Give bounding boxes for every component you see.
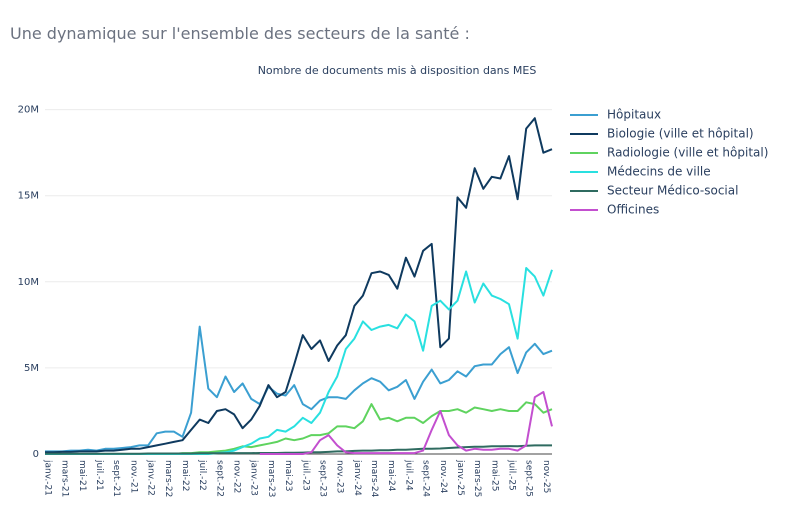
legend-label: Radiologie (ville et hôpital) [607, 146, 768, 160]
series-line [45, 444, 552, 455]
x-tick-label: mai-24 [386, 460, 396, 492]
x-tick-label: juil.-21 [94, 459, 104, 491]
x-tick-label: nov.-22 [232, 460, 242, 493]
x-tick-label: sept.-24 [421, 460, 431, 497]
x-tick-label: mars-24 [369, 460, 379, 498]
x-tick-label: sept.-25 [524, 460, 534, 497]
y-tick-label: 0 [33, 449, 39, 460]
x-tick-label: mars-23 [266, 460, 276, 497]
legend-label: Biologie (ville et hôpital) [607, 127, 754, 141]
x-tick-label: mai-22 [180, 460, 190, 491]
x-tick-label: juil.-22 [197, 459, 207, 491]
x-tick-label: janv.-21 [43, 459, 53, 496]
x-tick-label: mai-23 [283, 460, 293, 491]
x-tick-label: mars-25 [472, 460, 482, 497]
page-header: Une dynamique sur l'ensemble des secteur… [10, 24, 470, 43]
legend-label: Secteur Médico-social [607, 184, 738, 198]
x-tick-label: nov.-23 [335, 460, 345, 493]
chart-title: Nombre de documents mis à disposition da… [258, 64, 537, 77]
series-line [45, 267, 553, 455]
x-tick-label: mai-21 [77, 460, 87, 491]
series-line [45, 325, 553, 453]
x-tick-label: janv.-24 [352, 459, 362, 496]
x-tick-label: sept.-21 [111, 460, 121, 497]
series-line [45, 117, 553, 454]
x-tick-label: nov.-24 [438, 460, 448, 494]
x-tick-label: janv.-22 [146, 459, 156, 496]
x-tick-label: sept.-23 [317, 460, 327, 497]
x-tick-label: janv.-23 [249, 459, 259, 496]
x-tick-label: janv.-25 [455, 459, 465, 496]
x-tick-label: mai-25 [489, 460, 499, 491]
x-tick-label: mars-22 [163, 460, 173, 497]
x-tick-label: nov.-25 [541, 460, 551, 493]
x-tick-label: nov.-21 [128, 460, 138, 493]
series-line [259, 391, 553, 455]
legend-label: Officines [607, 203, 659, 217]
y-tick-label: 20M [18, 105, 39, 116]
y-tick-label: 5M [24, 363, 39, 374]
x-tick-label: sept.-22 [214, 460, 224, 497]
x-tick-label: juil.-23 [300, 459, 310, 491]
legend-label: Hôpitaux [607, 108, 661, 122]
y-tick-label: 10M [18, 277, 39, 288]
y-tick-label: 15M [18, 191, 39, 202]
legend-label: Médecins de ville [607, 165, 711, 179]
x-tick-label: juil.-24 [403, 459, 413, 491]
x-tick-label: juil.-25 [507, 459, 517, 491]
x-tick-label: mars-21 [60, 460, 70, 497]
